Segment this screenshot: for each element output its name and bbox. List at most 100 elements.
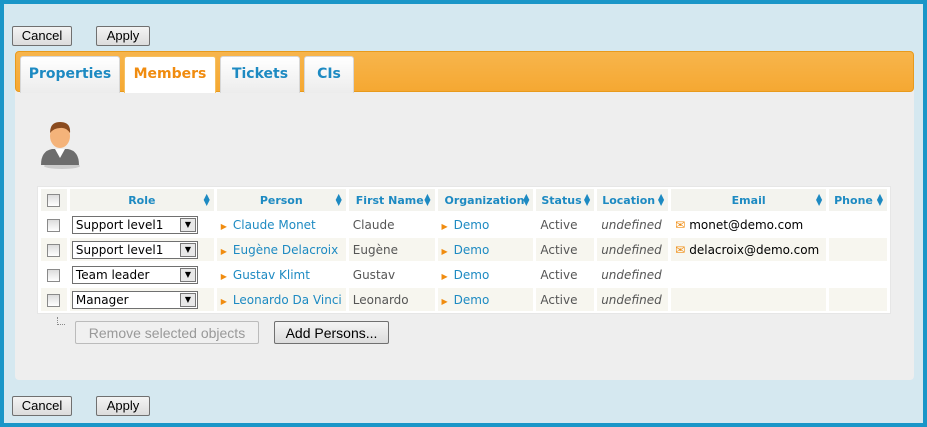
first-name: Gustav [352, 267, 396, 282]
header-label: First Name [355, 193, 424, 207]
bullet-icon: ▶ [441, 246, 448, 256]
header-label: Location [602, 193, 656, 207]
dropdown-arrow-icon[interactable]: ▼ [179, 242, 196, 257]
envelope-icon: ✉ [675, 217, 686, 232]
email-link[interactable]: monet@demo.com [689, 217, 804, 232]
column-organization[interactable]: Organization ▲ ▼ [437, 189, 534, 211]
header-label: Phone [834, 193, 873, 207]
role-select[interactable]: Support level1 ▼ [71, 240, 198, 259]
sort-icon: ▲ ▼ [815, 192, 823, 207]
header-label: Person [259, 193, 303, 207]
sort-icon: ▲ ▼ [523, 192, 530, 207]
apply-button-bottom[interactable]: Apply [96, 396, 150, 416]
column-phone[interactable]: Phone ▲ ▼ [829, 189, 887, 211]
bullet-icon: ▶ [441, 271, 448, 281]
phone [829, 238, 887, 261]
role-value: Team leader [75, 267, 150, 282]
tree-connector [57, 317, 65, 325]
location: undefined [601, 267, 662, 282]
column-person[interactable]: Person ▲ ▼ [216, 189, 346, 211]
sort-icon: ▲ ▼ [876, 192, 883, 207]
cancel-button-top[interactable]: Cancel [12, 26, 72, 46]
header-label: Email [731, 193, 766, 207]
email-cell [671, 288, 827, 311]
person-link[interactable]: Eugène Delacroix [232, 242, 339, 257]
table-header: Role ▲ ▼ Person ▲ ▼ First Name ▲ ▼ Organizatio… [41, 189, 887, 211]
header-label: Status [541, 193, 582, 207]
bullet-icon: ▶ [220, 271, 227, 281]
phone [829, 213, 887, 236]
organization-link[interactable]: Demo [453, 292, 490, 307]
dropdown-arrow-icon[interactable]: ▼ [179, 292, 196, 307]
location: undefined [601, 217, 662, 232]
role-value: Manager [75, 292, 129, 307]
organization-link[interactable]: Demo [453, 217, 490, 232]
email-link[interactable]: delacroix@demo.com [689, 242, 820, 257]
organization-link[interactable]: Demo [453, 267, 490, 282]
role-value: Support level1 [75, 242, 164, 257]
header-label: Role [128, 193, 156, 207]
tab-tickets[interactable]: Tickets [220, 56, 300, 93]
bullet-icon: ▶ [220, 296, 227, 306]
sort-icon: ▲ ▼ [584, 192, 591, 207]
row-checkbox[interactable] [47, 268, 61, 282]
remove-selected-button[interactable]: Remove selected objects [75, 321, 259, 344]
phone [829, 288, 887, 311]
tab-members[interactable]: Members [124, 56, 216, 93]
select-all-checkbox[interactable] [47, 193, 61, 207]
cancel-button-bottom[interactable]: Cancel [12, 396, 72, 416]
role-select[interactable]: Team leader ▼ [71, 265, 198, 284]
person-icon [41, 122, 80, 169]
status: Active [536, 288, 595, 311]
first-name: Leonardo [348, 288, 435, 311]
dropdown-arrow-icon[interactable]: ▼ [179, 217, 196, 232]
email-cell: ✉ monet@demo.com [671, 213, 826, 236]
organization-link[interactable]: Demo [453, 242, 490, 257]
role-select[interactable]: Support level1 ▼ [71, 215, 198, 234]
members-panel: Properties Members Tickets CIs Role ▲ ▼ Pe… [15, 51, 914, 380]
table-row: Team leader ▼ ▶ Gustav Klimt Gustav ▶ Demo … [41, 263, 887, 286]
column-email[interactable]: Email ▲ ▼ [671, 189, 827, 211]
header-label: Organization [444, 193, 525, 207]
first-name: Eugène [348, 238, 435, 261]
add-persons-button[interactable]: Add Persons... [274, 321, 389, 344]
select-all[interactable] [41, 189, 67, 211]
first-name: Claude [352, 217, 395, 232]
sort-icon: ▲ ▼ [658, 192, 665, 207]
bullet-icon: ▶ [220, 246, 227, 256]
person-link[interactable]: Gustav Klimt [232, 267, 310, 282]
bullet-icon: ▶ [441, 221, 448, 231]
person-link[interactable]: Claude Monet [232, 217, 316, 232]
column-first-name[interactable]: First Name ▲ ▼ [348, 189, 435, 211]
sort-icon: ▲ ▼ [203, 192, 210, 207]
table-row: Manager ▼ ▶ Leonardo Da Vinci Leonardo ▶ De… [41, 288, 887, 311]
sort-icon: ▲ ▼ [424, 192, 431, 207]
status: Active [540, 267, 578, 282]
column-role[interactable]: Role ▲ ▼ [69, 189, 214, 211]
status: Active [536, 238, 595, 261]
envelope-icon: ✉ [675, 242, 686, 257]
column-location[interactable]: Location ▲ ▼ [597, 189, 669, 211]
row-checkbox[interactable] [47, 218, 61, 232]
table-row: Support level1 ▼ ▶ Eugène Delacroix Eugène… [41, 238, 887, 261]
table-row: Support level1 ▼ ▶ Claude Monet Claude ▶ De… [41, 213, 887, 236]
apply-button-top[interactable]: Apply [96, 26, 150, 46]
tab-cis[interactable]: CIs [304, 56, 354, 93]
bullet-icon: ▶ [441, 296, 448, 306]
email-cell: ✉ delacroix@demo.com [671, 238, 827, 261]
column-status[interactable]: Status ▲ ▼ [536, 189, 595, 211]
bullet-icon: ▶ [220, 221, 227, 231]
location: undefined [597, 288, 669, 311]
location: undefined [597, 238, 669, 261]
role-select[interactable]: Manager ▼ [71, 290, 198, 309]
sort-icon: ▲ ▼ [335, 192, 342, 207]
members-table: Role ▲ ▼ Person ▲ ▼ First Name ▲ ▼ Organizatio… [37, 186, 891, 314]
status: Active [540, 217, 578, 232]
person-link[interactable]: Leonardo Da Vinci [232, 292, 342, 307]
dropdown-arrow-icon[interactable]: ▼ [179, 267, 196, 282]
email-cell [671, 263, 826, 286]
row-checkbox[interactable] [47, 243, 61, 257]
tab-properties[interactable]: Properties [20, 56, 120, 93]
row-checkbox[interactable] [47, 293, 61, 307]
role-value: Support level1 [75, 217, 164, 232]
